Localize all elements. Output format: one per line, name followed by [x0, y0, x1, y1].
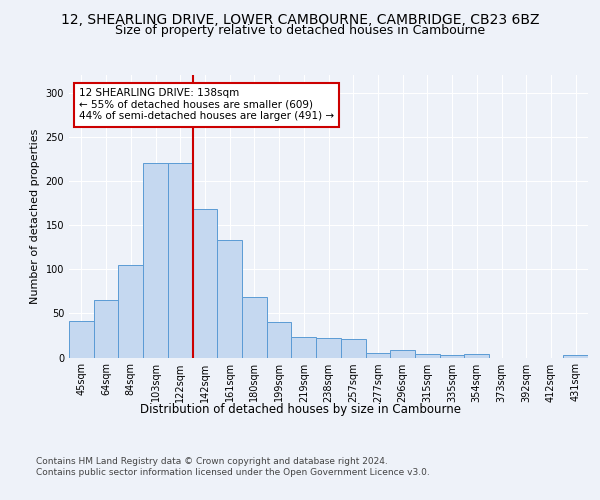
Text: Distribution of detached houses by size in Cambourne: Distribution of detached houses by size …: [139, 402, 461, 415]
Text: Contains HM Land Registry data © Crown copyright and database right 2024.
Contai: Contains HM Land Registry data © Crown c…: [36, 458, 430, 477]
Bar: [193, 209, 217, 358]
Bar: [415, 354, 440, 358]
Bar: [267, 322, 292, 358]
Bar: [440, 355, 464, 358]
Bar: [365, 353, 390, 358]
Bar: [242, 298, 267, 358]
Y-axis label: Number of detached properties: Number of detached properties: [30, 128, 40, 304]
Bar: [563, 355, 588, 358]
Bar: [316, 338, 341, 357]
Bar: [168, 164, 193, 358]
Text: Size of property relative to detached houses in Cambourne: Size of property relative to detached ho…: [115, 24, 485, 37]
Bar: [292, 337, 316, 357]
Bar: [118, 265, 143, 358]
Text: 12 SHEARLING DRIVE: 138sqm
← 55% of detached houses are smaller (609)
44% of sem: 12 SHEARLING DRIVE: 138sqm ← 55% of deta…: [79, 88, 334, 122]
Bar: [69, 322, 94, 358]
Bar: [464, 354, 489, 358]
Bar: [143, 164, 168, 358]
Text: 12, SHEARLING DRIVE, LOWER CAMBOURNE, CAMBRIDGE, CB23 6BZ: 12, SHEARLING DRIVE, LOWER CAMBOURNE, CA…: [61, 12, 539, 26]
Bar: [341, 339, 365, 357]
Bar: [94, 300, 118, 358]
Bar: [217, 240, 242, 358]
Bar: [390, 350, 415, 358]
